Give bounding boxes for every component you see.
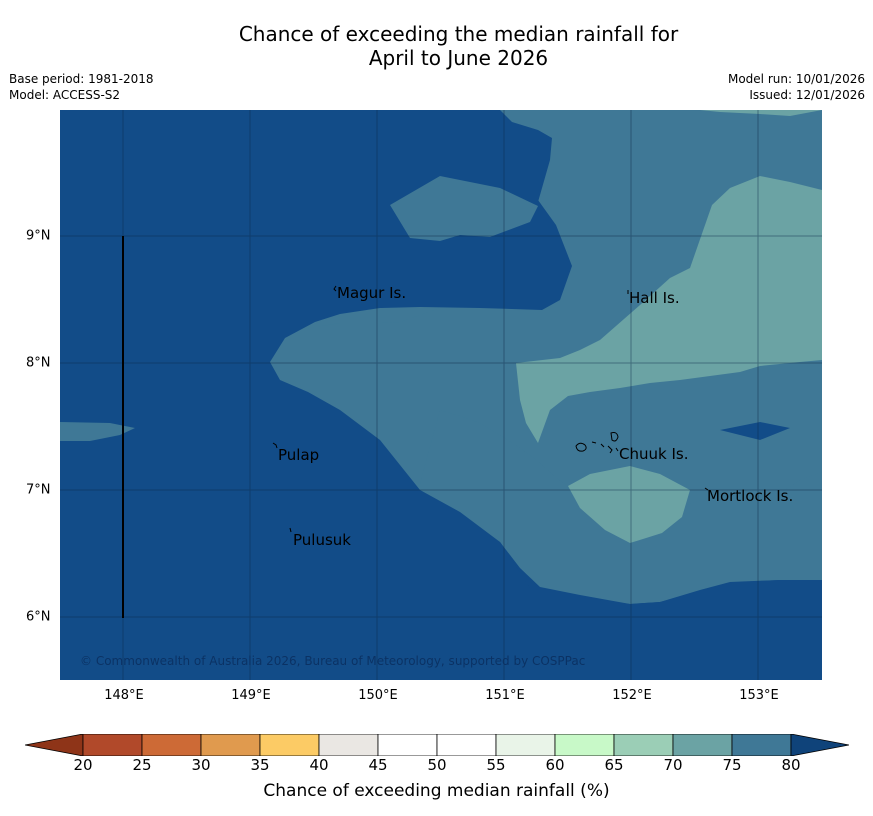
map-canvas	[60, 110, 822, 680]
model-run: Model run: 10/01/2026	[727, 72, 865, 86]
colorbar-bin-70-75	[672, 734, 733, 756]
colorbar-over-arrow	[790, 734, 849, 756]
pulap-island-shape	[272, 442, 278, 449]
mortlock-island-shape	[704, 487, 709, 491]
colorbar-tick-45: 45	[368, 756, 388, 774]
title-line-1: Chance of exceeding the median rainfall …	[238, 22, 679, 46]
colorbar-bin-20-25	[82, 734, 143, 756]
map-title: Chance of exceeding the median rainfall …	[0, 22, 873, 70]
chuuk-island-shape	[575, 432, 619, 454]
place-label-chuuk: Chuuk Is.	[619, 445, 689, 463]
lat-label-8n: 8°N	[26, 355, 51, 371]
region-75-80-northwest-patch	[390, 176, 538, 241]
colorbar-tick-65: 65	[604, 756, 624, 774]
colorbar-bin-30-35	[200, 734, 261, 756]
title-line-2: April to June 2026	[368, 46, 549, 70]
region-70-75-chuuk-south	[568, 466, 690, 543]
meta-right: Model run: 10/01/2026 Issued: 12/01/2026	[728, 71, 865, 103]
lon-label-149e: 149°E	[231, 688, 271, 703]
meta-left: Base period: 1981-2018 Model: ACCESS-S2	[9, 71, 154, 103]
colorbar-tick-25: 25	[132, 756, 152, 774]
colorbar-tick-35: 35	[250, 756, 270, 774]
colorbar-bin-40-45	[318, 734, 379, 756]
island-markers	[272, 285, 709, 533]
region-80-plus-east-patch	[720, 422, 790, 440]
colorbar-bin-60-65	[554, 734, 615, 756]
place-label-pulusuk: Pulusuk	[293, 531, 351, 549]
forecast-map	[60, 110, 822, 680]
copyright-notice: © Commonwealth of Australia 2026, Bureau…	[80, 654, 586, 668]
region-70-75-northeast	[600, 110, 822, 116]
place-label-mortlock: Mortlock Is.	[707, 487, 794, 505]
lon-label-148e: 148°E	[104, 688, 144, 703]
colorbar-bin-50-55	[436, 734, 497, 756]
colorbar-tick-55: 55	[486, 756, 506, 774]
region-80-plus-north-lobe	[60, 110, 822, 680]
model-name: Model: ACCESS-S2	[9, 88, 121, 102]
colorbar-bin-55-60	[495, 734, 556, 756]
colorbar-bin-45-50	[377, 734, 438, 756]
colorbar-bin-35-40	[259, 734, 320, 756]
region-70-75-east	[516, 176, 822, 443]
colorbar-tick-20: 20	[73, 756, 93, 774]
pulusuk-island-shape	[289, 527, 292, 533]
colorbar-tick-50: 50	[427, 756, 447, 774]
colorbar-tick-80: 80	[781, 756, 801, 774]
lon-label-152e: 152°E	[612, 688, 652, 703]
colorbar-bin-65-70	[613, 734, 674, 756]
colorbar-tick-70: 70	[663, 756, 683, 774]
colorbar-tick-30: 30	[191, 756, 211, 774]
place-label-magur: Magur Is.	[337, 284, 407, 302]
colorbar-under-arrow	[25, 734, 84, 756]
issued-date: Issued: 12/01/2026	[749, 88, 865, 102]
colorbar-tick-75: 75	[722, 756, 742, 774]
lon-label-151e: 151°E	[485, 688, 525, 703]
lon-label-153e: 153°E	[739, 688, 779, 703]
magur-island-shape	[333, 285, 337, 292]
place-label-hall: Hall Is.	[629, 289, 680, 307]
base-period: Base period: 1981-2018	[9, 72, 154, 86]
lat-label-9n: 9°N	[26, 228, 51, 244]
lat-label-6n: 6°N	[26, 609, 51, 625]
colorbar-bin-75-80	[731, 734, 792, 756]
place-label-pulap: Pulap	[278, 446, 320, 464]
region-75-80-west-patch	[60, 422, 135, 441]
colorbar-tick-40: 40	[309, 756, 329, 774]
lat-label-7n: 7°N	[26, 482, 51, 498]
colorbar-bin-25-30	[141, 734, 202, 756]
colorbar-label: Chance of exceeding median rainfall (%)	[263, 781, 610, 801]
lon-label-150e: 150°E	[358, 688, 398, 703]
colorbar	[25, 734, 849, 756]
colorbar-tick-60: 60	[545, 756, 565, 774]
